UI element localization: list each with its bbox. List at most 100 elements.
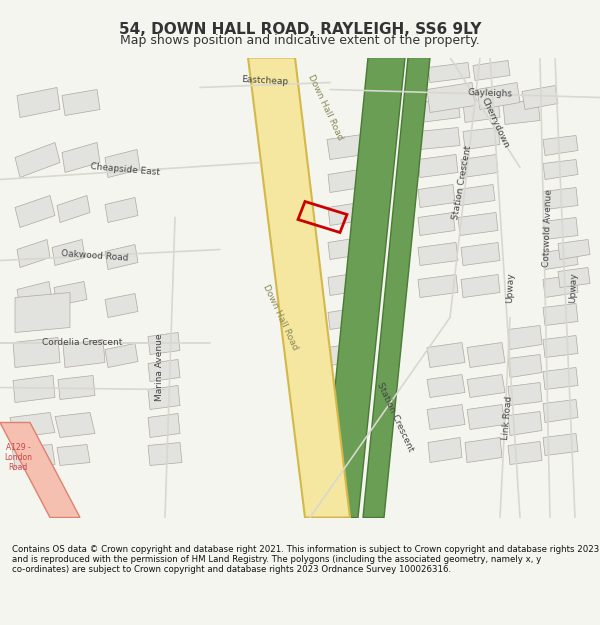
- Polygon shape: [15, 196, 55, 228]
- Polygon shape: [13, 376, 55, 402]
- Text: Cotswold Avenue: Cotswold Avenue: [542, 188, 554, 267]
- Polygon shape: [543, 274, 578, 298]
- Polygon shape: [328, 378, 362, 399]
- Polygon shape: [503, 99, 540, 124]
- Polygon shape: [15, 142, 60, 177]
- Polygon shape: [461, 154, 498, 178]
- Polygon shape: [0, 422, 80, 518]
- Polygon shape: [418, 274, 458, 298]
- Polygon shape: [328, 238, 362, 259]
- Polygon shape: [428, 438, 462, 462]
- Text: Cheapside East: Cheapside East: [90, 162, 160, 177]
- Polygon shape: [508, 354, 542, 377]
- Polygon shape: [328, 169, 362, 192]
- Polygon shape: [148, 359, 180, 381]
- Polygon shape: [418, 154, 458, 178]
- Polygon shape: [458, 184, 495, 206]
- Polygon shape: [322, 58, 405, 518]
- Text: 54, DOWN HALL ROAD, RAYLEIGH, SS6 9LY: 54, DOWN HALL ROAD, RAYLEIGH, SS6 9LY: [119, 22, 481, 37]
- Polygon shape: [543, 368, 578, 389]
- Polygon shape: [543, 399, 578, 422]
- Polygon shape: [13, 338, 60, 367]
- Polygon shape: [328, 272, 362, 296]
- Polygon shape: [327, 134, 365, 159]
- Polygon shape: [363, 58, 430, 518]
- Text: A129 -
London
Road: A129 - London Road: [4, 442, 32, 472]
- Text: Map shows position and indicative extent of the property.: Map shows position and indicative extent…: [120, 34, 480, 48]
- Polygon shape: [463, 98, 500, 122]
- Polygon shape: [248, 58, 350, 518]
- Polygon shape: [508, 382, 542, 406]
- Polygon shape: [543, 136, 578, 156]
- Polygon shape: [543, 217, 578, 239]
- Polygon shape: [17, 239, 50, 268]
- Polygon shape: [57, 444, 90, 466]
- Polygon shape: [105, 244, 138, 269]
- Text: Eastcheap: Eastcheap: [241, 75, 289, 86]
- Polygon shape: [328, 414, 362, 436]
- Polygon shape: [543, 336, 578, 357]
- Polygon shape: [418, 98, 460, 122]
- Polygon shape: [427, 82, 475, 112]
- Polygon shape: [62, 89, 100, 116]
- Polygon shape: [467, 374, 505, 398]
- Polygon shape: [543, 248, 578, 269]
- Polygon shape: [508, 411, 542, 436]
- Polygon shape: [148, 386, 180, 409]
- Polygon shape: [543, 188, 578, 209]
- Polygon shape: [558, 239, 590, 259]
- Polygon shape: [477, 82, 520, 109]
- Text: Oakwood Road: Oakwood Road: [61, 249, 129, 262]
- Polygon shape: [428, 62, 470, 82]
- Polygon shape: [105, 198, 138, 222]
- Polygon shape: [148, 332, 180, 354]
- Text: Station Crescent: Station Crescent: [375, 381, 415, 454]
- Polygon shape: [328, 308, 362, 329]
- Polygon shape: [17, 281, 52, 308]
- Polygon shape: [328, 448, 362, 468]
- Polygon shape: [58, 376, 95, 399]
- Polygon shape: [148, 414, 180, 437]
- Polygon shape: [418, 213, 455, 236]
- Polygon shape: [418, 127, 460, 149]
- Text: Down Hall Road: Down Hall Road: [261, 283, 299, 352]
- Polygon shape: [148, 442, 182, 466]
- Polygon shape: [17, 88, 60, 118]
- Polygon shape: [105, 344, 138, 367]
- Polygon shape: [522, 86, 558, 109]
- Polygon shape: [62, 142, 100, 172]
- Polygon shape: [105, 149, 140, 178]
- Polygon shape: [55, 412, 95, 437]
- Polygon shape: [52, 239, 85, 266]
- Text: Upway: Upway: [568, 272, 578, 303]
- Polygon shape: [105, 294, 138, 318]
- Text: Cherrydown: Cherrydown: [479, 96, 511, 149]
- Text: Marina Avenue: Marina Avenue: [155, 334, 164, 401]
- Polygon shape: [558, 268, 590, 288]
- Polygon shape: [461, 242, 500, 266]
- Text: Link Road: Link Road: [500, 395, 514, 440]
- Text: Down Hall Road: Down Hall Road: [306, 73, 344, 142]
- Polygon shape: [467, 404, 505, 429]
- Polygon shape: [63, 339, 105, 367]
- Text: Gayleighs: Gayleighs: [467, 88, 512, 99]
- Text: Upway: Upway: [505, 272, 515, 303]
- Polygon shape: [458, 213, 498, 236]
- Polygon shape: [12, 444, 55, 468]
- Text: Cordelia Crescent: Cordelia Crescent: [42, 338, 122, 347]
- Polygon shape: [467, 342, 505, 367]
- Polygon shape: [461, 274, 500, 298]
- Polygon shape: [543, 304, 578, 326]
- Polygon shape: [15, 292, 70, 332]
- Polygon shape: [418, 184, 455, 208]
- Polygon shape: [427, 404, 465, 429]
- Polygon shape: [54, 281, 87, 306]
- Polygon shape: [418, 242, 458, 266]
- Polygon shape: [473, 61, 510, 81]
- Polygon shape: [328, 342, 362, 366]
- Polygon shape: [543, 434, 578, 456]
- Text: Station Crescent: Station Crescent: [451, 144, 473, 221]
- Text: Contains OS data © Crown copyright and database right 2021. This information is : Contains OS data © Crown copyright and d…: [12, 544, 599, 574]
- Polygon shape: [465, 438, 502, 462]
- Polygon shape: [427, 342, 465, 367]
